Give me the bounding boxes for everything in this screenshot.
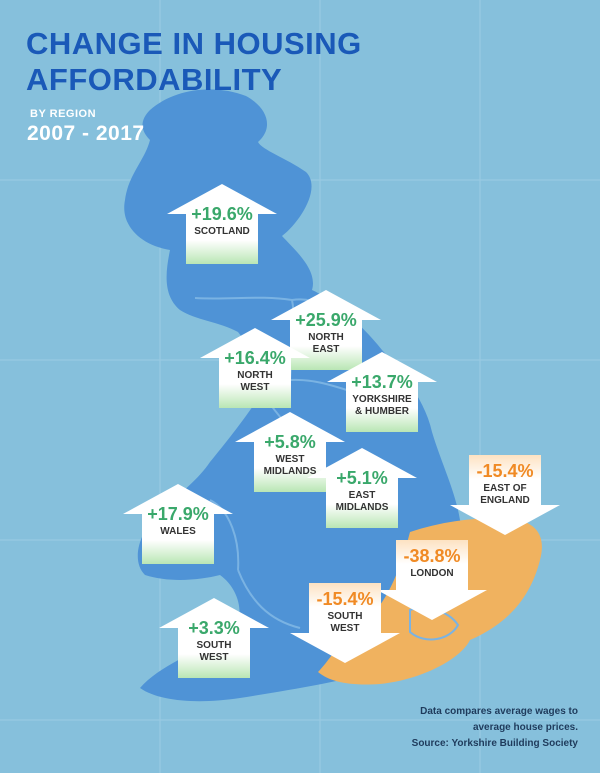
region-name-west-midlands-1: WEST xyxy=(275,454,305,465)
title-line-1: CHANGE IN HOUSING xyxy=(26,26,362,61)
region-value-wales: +17.9% xyxy=(147,504,209,524)
south-west-arrow-up xyxy=(159,598,269,678)
region-name-east-midlands-2: MIDLANDS xyxy=(335,502,389,513)
east-midlands-arrow-up xyxy=(307,448,417,528)
region-label-wales: +17.9% WALES xyxy=(123,504,233,538)
london-arrow-down xyxy=(377,540,487,620)
region-label-scotland: +19.6% SCOTLAND xyxy=(167,204,277,238)
region-name-south-east-1: SOUTH xyxy=(327,611,363,622)
region-name-north-east-1: NORTH xyxy=(308,332,344,343)
region-name-north-west-2: WEST xyxy=(240,382,270,393)
region-label-london: -38.8% LONDON xyxy=(377,546,487,580)
region-name-east-midlands-1: EAST xyxy=(348,490,376,501)
region-value-north-west: +16.4% xyxy=(224,348,286,368)
title-line-2: AFFORDABILITY xyxy=(26,62,283,97)
subtitle: BY REGION xyxy=(30,108,97,120)
footnote-line-1: Data compares average wages to xyxy=(420,706,578,717)
region-name-east-of-england-1: EAST OF xyxy=(483,483,527,494)
region-value-yorkshire-humber: +13.7% xyxy=(351,372,413,392)
region-arrows xyxy=(123,184,560,678)
region-value-west-midlands: +5.8% xyxy=(264,432,316,452)
footnote: Data compares average wages to average h… xyxy=(412,704,578,752)
region-name-east-of-england-2: ENGLAND xyxy=(480,495,530,506)
scotland-arrow-up xyxy=(167,184,277,264)
wales-arrow-up xyxy=(123,484,233,564)
region-name-south-west-2: WEST xyxy=(199,652,229,663)
region-label-yorkshire-humber: +13.7% YORKSHIRE & HUMBER xyxy=(327,372,437,418)
region-name-yorkshire-humber-2: & HUMBER xyxy=(355,406,409,417)
footnote-line-3: Source: Yorkshire Building Society xyxy=(411,738,578,749)
region-value-scotland: +19.6% xyxy=(191,204,253,224)
region-value-south-west: +3.3% xyxy=(188,618,240,638)
region-name-north-east-2: EAST xyxy=(312,344,340,355)
north-west-arrow-up xyxy=(200,328,310,408)
region-label-north-east: +25.9% NORTH EAST xyxy=(271,310,381,356)
east-of-england-arrow-down xyxy=(450,455,560,535)
period: 2007 - 2017 xyxy=(27,122,145,145)
south-east-arrow-down xyxy=(290,583,400,663)
region-name-scotland-1: SCOTLAND xyxy=(194,226,250,237)
region-label-north-west: +16.4% NORTH WEST xyxy=(200,348,310,394)
region-label-east-midlands: +5.1% EAST MIDLANDS xyxy=(307,468,417,514)
region-name-south-east-2: WEST xyxy=(330,623,360,634)
region-label-south-west: +3.3% SOUTH WEST xyxy=(159,618,269,664)
region-name-south-west-1: SOUTH xyxy=(196,640,232,651)
region-value-north-east: +25.9% xyxy=(295,310,357,330)
footnote-line-2: average house prices. xyxy=(472,722,578,733)
yorkshire-humber-arrow-up xyxy=(327,352,437,432)
region-value-east-midlands: +5.1% xyxy=(336,468,388,488)
region-label-west-midlands: +5.8% WEST MIDLANDS xyxy=(235,432,345,478)
region-name-north-west-1: NORTH xyxy=(237,370,273,381)
region-value-east-of-england: -15.4% xyxy=(476,461,534,481)
region-name-wales-1: WALES xyxy=(160,526,196,537)
region-name-london-1: LONDON xyxy=(410,568,454,579)
region-value-south-east: -15.4% xyxy=(316,589,374,609)
region-name-yorkshire-humber-1: YORKSHIRE xyxy=(352,394,412,405)
west-midlands-arrow-up xyxy=(235,412,345,492)
region-label-south-east: -15.4% SOUTH WEST xyxy=(290,589,400,635)
north-east-arrow-up xyxy=(271,290,381,370)
region-value-london: -38.8% xyxy=(403,546,461,566)
region-name-west-midlands-2: MIDLANDS xyxy=(263,466,317,477)
region-label-east-of-england: -15.4% EAST OF ENGLAND xyxy=(450,461,560,507)
